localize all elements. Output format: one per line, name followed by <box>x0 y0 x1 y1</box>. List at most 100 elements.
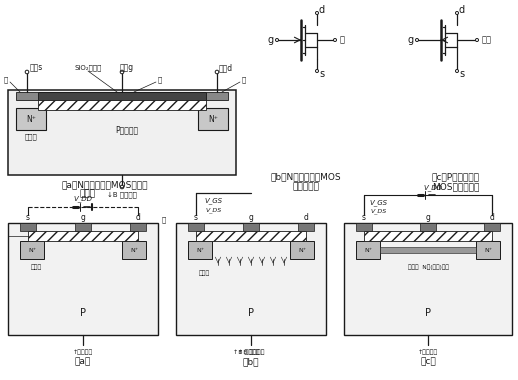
Text: g: g <box>408 35 414 45</box>
Circle shape <box>334 38 337 41</box>
Bar <box>206 92 228 100</box>
Bar <box>356 223 372 231</box>
Circle shape <box>415 38 419 41</box>
Circle shape <box>215 70 219 74</box>
Circle shape <box>315 11 319 14</box>
Text: N⁺: N⁺ <box>298 247 306 252</box>
Bar <box>198 108 228 130</box>
Text: N⁺: N⁺ <box>208 114 218 124</box>
Circle shape <box>315 70 319 73</box>
Text: N⁺: N⁺ <box>28 247 36 252</box>
Text: 耗尽层: 耗尽层 <box>31 264 41 270</box>
Text: 示意图: 示意图 <box>80 190 96 198</box>
Text: s: s <box>459 69 465 79</box>
Text: d: d <box>304 212 308 222</box>
Text: N⁺: N⁺ <box>484 247 492 252</box>
Text: （c）: （c） <box>420 358 436 366</box>
Bar <box>290 241 314 259</box>
Bar <box>122 241 146 259</box>
Text: 铝: 铝 <box>158 77 162 83</box>
Text: d: d <box>459 5 465 15</box>
Text: N⁺: N⁺ <box>26 114 36 124</box>
Bar <box>188 223 204 231</box>
Bar <box>20 223 36 231</box>
Text: ↓B 衬底引线: ↓B 衬底引线 <box>107 192 137 198</box>
Bar <box>484 223 500 231</box>
Bar <box>344 223 512 335</box>
Text: ↑衬底引线: ↑衬底引线 <box>73 349 93 355</box>
Text: g: g <box>426 212 430 222</box>
Text: d: d <box>136 212 140 222</box>
Bar <box>130 223 146 231</box>
Bar <box>243 223 259 231</box>
Bar <box>420 223 436 231</box>
Bar <box>356 241 380 259</box>
Bar <box>196 231 306 241</box>
Text: （a）N沟道增强型MOS管结构: （a）N沟道增强型MOS管结构 <box>62 180 148 190</box>
Text: V_DD: V_DD <box>424 185 442 192</box>
Circle shape <box>120 70 124 74</box>
Text: P: P <box>425 308 431 318</box>
Text: V_DD: V_DD <box>74 196 93 203</box>
Bar <box>16 92 38 100</box>
Text: ↑B 衬底引线: ↑B 衬底引线 <box>238 349 264 355</box>
Bar <box>38 100 206 110</box>
Text: （b）N沟道增强型MOS: （b）N沟道增强型MOS <box>271 173 341 182</box>
Text: s: s <box>320 69 325 79</box>
Text: d: d <box>319 5 325 15</box>
Bar <box>176 223 326 335</box>
Text: 衬: 衬 <box>340 35 345 44</box>
Text: P型硅衬底: P型硅衬底 <box>116 125 138 135</box>
Text: N⁺: N⁺ <box>364 247 372 252</box>
Text: g: g <box>81 212 85 222</box>
Text: g: g <box>249 212 253 222</box>
Text: s: s <box>194 212 198 222</box>
Text: （c）P沟道增强型: （c）P沟道增强型 <box>432 173 480 182</box>
Circle shape <box>25 70 29 74</box>
Text: 漏极d: 漏极d <box>219 63 233 73</box>
Bar <box>8 90 236 175</box>
Text: ↑B 衬底引线: ↑B 衬底引线 <box>233 349 259 355</box>
Text: 耗尽层: 耗尽层 <box>198 270 210 276</box>
Bar <box>16 108 46 130</box>
Circle shape <box>120 185 124 189</box>
Circle shape <box>455 70 458 73</box>
Text: V_GS: V_GS <box>370 200 388 206</box>
Text: 耗尽层  N型(感生)沟道: 耗尽层 N型(感生)沟道 <box>408 264 449 270</box>
Bar <box>38 92 206 100</box>
Circle shape <box>476 38 479 41</box>
Bar <box>8 223 158 335</box>
Text: 铝: 铝 <box>162 217 166 223</box>
Text: 栅极g: 栅极g <box>120 63 134 73</box>
Text: 铝: 铝 <box>4 77 8 83</box>
Text: P: P <box>248 308 254 318</box>
Text: 耗尽层: 耗尽层 <box>25 134 37 140</box>
Text: d: d <box>490 212 495 222</box>
Text: （a）: （a） <box>75 358 91 366</box>
Bar <box>476 241 500 259</box>
Text: 源极s: 源极s <box>30 63 42 73</box>
Bar <box>364 231 492 241</box>
Bar <box>188 241 212 259</box>
Text: 衬底: 衬底 <box>482 35 492 44</box>
Text: N⁺: N⁺ <box>130 247 138 252</box>
Text: V_DS: V_DS <box>206 207 222 213</box>
Text: P: P <box>80 308 86 318</box>
Bar <box>28 231 138 241</box>
Text: V_GS: V_GS <box>205 198 223 204</box>
Text: 铝: 铝 <box>242 77 246 83</box>
Bar <box>75 223 91 231</box>
Circle shape <box>455 11 458 14</box>
Text: ↑衬底引线: ↑衬底引线 <box>418 349 438 355</box>
Text: MOS管代表符号: MOS管代表符号 <box>433 182 480 192</box>
Text: SiO₂绝缘层: SiO₂绝缘层 <box>74 65 102 71</box>
Text: s: s <box>362 212 366 222</box>
Text: （b）: （b） <box>243 358 259 366</box>
Text: g: g <box>268 35 274 45</box>
Bar <box>20 241 44 259</box>
Text: 管代表符号: 管代表符号 <box>293 182 320 192</box>
Bar <box>298 223 314 231</box>
Circle shape <box>276 38 279 41</box>
Bar <box>380 247 476 253</box>
Text: V_DS: V_DS <box>371 208 387 214</box>
